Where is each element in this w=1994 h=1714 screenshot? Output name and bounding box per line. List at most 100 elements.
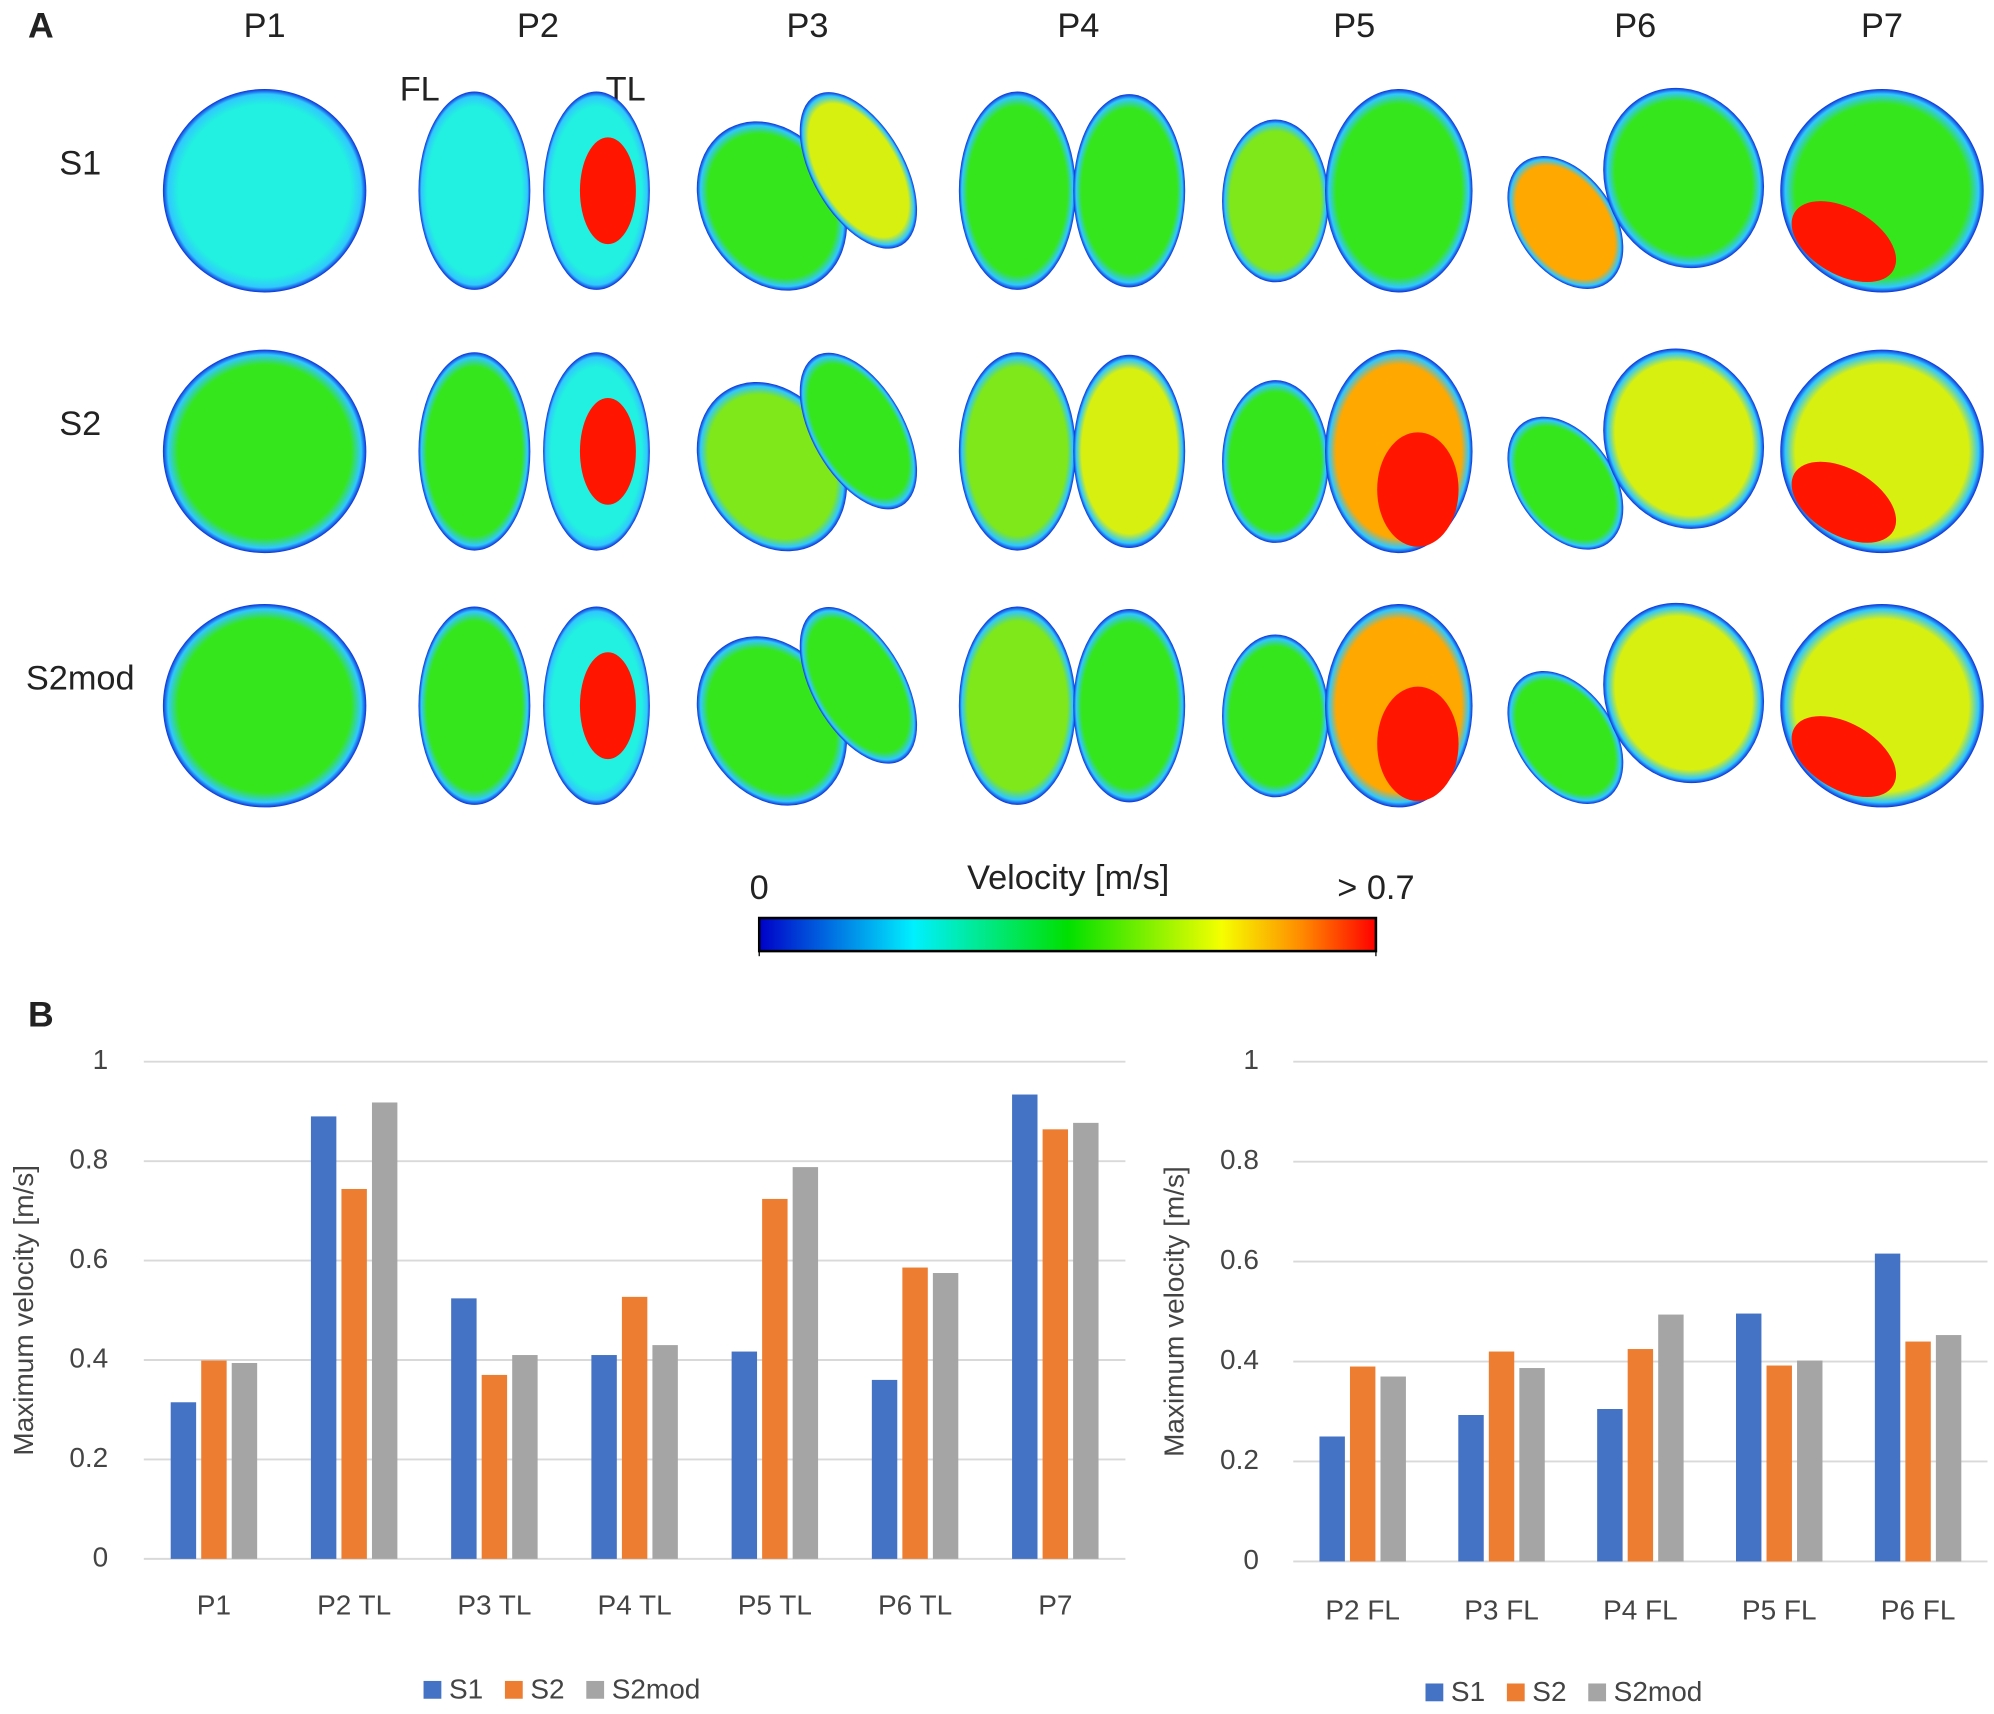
bar <box>341 1188 367 1559</box>
lumen <box>799 352 918 510</box>
lumen <box>162 89 367 293</box>
legend-swatch <box>586 1680 605 1699</box>
bar <box>932 1273 959 1559</box>
legend-label: S1 <box>1451 1676 1485 1707</box>
legend-swatch <box>1425 1683 1444 1702</box>
column-label: P7 <box>1861 7 1903 45</box>
x-tick-label: P5 FL <box>1742 1595 1817 1626</box>
hotspot <box>1791 201 1897 283</box>
bar <box>591 1355 617 1559</box>
legend-label: S2mod <box>612 1674 701 1705</box>
x-tick-label: P2 FL <box>1325 1595 1400 1626</box>
hotspot <box>1377 432 1459 547</box>
y-tick-label: 0 <box>1243 1544 1259 1575</box>
y-tick-label: 0.2 <box>69 1442 108 1473</box>
x-tick-label: P1 <box>197 1590 231 1621</box>
bar <box>1658 1314 1684 1562</box>
x-tick-label: P5 TL <box>738 1590 812 1621</box>
lumen <box>958 91 1076 290</box>
bar <box>1380 1376 1406 1562</box>
column-label: P2 <box>517 7 559 45</box>
bar <box>1627 1349 1654 1562</box>
legend-swatch <box>1588 1683 1607 1702</box>
lumen <box>958 352 1076 551</box>
bar <box>451 1298 477 1559</box>
y-tick-label: 1 <box>93 1044 109 1075</box>
bar <box>1935 1335 1962 1562</box>
lumen <box>418 606 531 805</box>
legend-label: S1 <box>449 1674 483 1705</box>
y-tick-label: 0 <box>93 1541 109 1572</box>
hotspot <box>1377 686 1459 802</box>
row-label: S2 <box>59 405 101 443</box>
column-label: P1 <box>244 7 286 45</box>
bar <box>201 1360 227 1559</box>
y-tick-label: 0.8 <box>69 1144 108 1175</box>
legend-swatch <box>423 1680 442 1699</box>
y-tick-label: 0.8 <box>1220 1144 1259 1175</box>
velocity-contours <box>162 87 1984 808</box>
x-tick-label: P3 FL <box>1464 1595 1539 1626</box>
lumen-label: FL <box>400 71 440 109</box>
bar <box>792 1167 819 1559</box>
colorbar-title: Velocity [m/s] <box>967 859 1169 897</box>
y-tick-label: 0.6 <box>1220 1244 1259 1275</box>
bar <box>731 1351 758 1559</box>
bar <box>902 1267 928 1559</box>
x-tick-label: P2 TL <box>317 1590 391 1621</box>
lumen <box>1507 156 1624 289</box>
lumen <box>1507 416 1624 550</box>
hotspot <box>579 652 636 760</box>
colorbar <box>757 916 1378 953</box>
legend-label: S2mod <box>1614 1676 1703 1707</box>
colorbar-tick-label: > 0.7 <box>1337 869 1414 907</box>
y-tick-label: 1 <box>1243 1044 1259 1075</box>
lumen <box>1073 354 1186 549</box>
panel-label: A <box>28 5 54 45</box>
lumen <box>1603 87 1765 269</box>
bar <box>1766 1365 1792 1562</box>
x-tick-label: P7 <box>1038 1590 1072 1621</box>
bar <box>621 1296 648 1559</box>
bar <box>481 1374 508 1559</box>
bar <box>310 1116 337 1559</box>
column-label: P5 <box>1333 7 1375 45</box>
hotspot <box>1791 461 1897 543</box>
y-axis-title: Maximum velocity [m/s] <box>1159 1166 1190 1457</box>
lumen <box>1603 348 1765 529</box>
bar <box>1073 1122 1099 1559</box>
lumen <box>1073 94 1186 288</box>
bar <box>1349 1366 1376 1562</box>
bar <box>1905 1341 1931 1562</box>
bar <box>1488 1351 1515 1562</box>
hotspot <box>1791 716 1897 798</box>
hotspot <box>579 137 636 245</box>
x-tick-label: P4 TL <box>598 1590 672 1621</box>
lumen <box>162 349 367 554</box>
lumen <box>1222 119 1329 283</box>
bar <box>1519 1368 1545 1562</box>
row-label: S2mod <box>26 659 135 697</box>
x-tick-label: P6 TL <box>878 1590 952 1621</box>
hotspot <box>579 397 636 505</box>
y-axis-title: Maximum velocity [m/s] <box>8 1165 39 1456</box>
lumen <box>162 603 367 808</box>
panel-label: B <box>28 995 54 1035</box>
row-label: S1 <box>59 144 101 182</box>
lumen <box>1222 634 1329 798</box>
lumen <box>1603 602 1765 784</box>
bar <box>371 1102 398 1559</box>
bar <box>1319 1436 1345 1562</box>
legend-swatch <box>504 1680 523 1699</box>
y-tick-label: 0.4 <box>69 1342 108 1373</box>
legend-label: S2 <box>530 1674 564 1705</box>
legend-swatch <box>1506 1683 1525 1702</box>
lumen <box>1507 671 1624 804</box>
bar <box>762 1198 788 1559</box>
bar <box>1736 1313 1762 1562</box>
bar <box>170 1402 197 1559</box>
x-tick-label: P4 FL <box>1603 1595 1678 1626</box>
y-tick-label: 0.2 <box>1220 1444 1259 1475</box>
bar <box>1597 1409 1623 1562</box>
